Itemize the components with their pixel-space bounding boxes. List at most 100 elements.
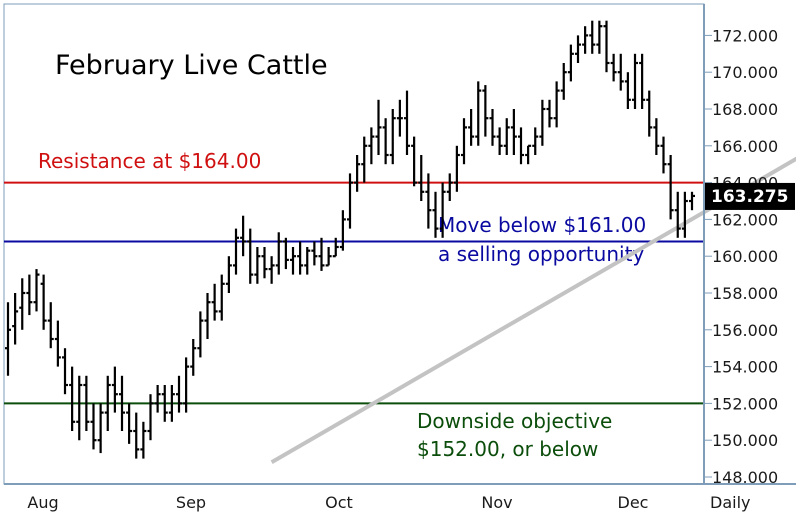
ohlc-bar — [660, 136, 667, 174]
ohlc-bar — [539, 99, 546, 146]
ohlc-bar — [489, 109, 496, 146]
ohlc-bar — [211, 283, 218, 321]
ohlc-bar — [639, 53, 646, 109]
y-tick-label: 168.000 — [712, 100, 778, 119]
ohlc-bar — [33, 269, 40, 312]
ohlc-bar — [553, 81, 560, 128]
last-price-badge-bg — [705, 182, 795, 210]
objective-label-line2: $152.00, or below — [417, 437, 598, 461]
ohlc-bar — [5, 302, 11, 376]
ohlc-bar — [667, 155, 674, 220]
ohlc-bar — [560, 63, 567, 100]
ohlc-bar — [681, 191, 688, 238]
ohlc-bar — [624, 72, 631, 109]
y-tick-label: 156.000 — [712, 321, 778, 340]
ohlc-bar — [468, 109, 475, 146]
ohlc-bar — [111, 366, 118, 413]
x-tick-label: Sep — [176, 493, 206, 512]
ohlc-bar — [674, 191, 681, 238]
resistance-label: Resistance at $164.00 — [38, 149, 261, 173]
ohlc-bar — [97, 403, 104, 454]
y-tick-label: 162.000 — [712, 210, 778, 229]
ohlc-bar — [610, 53, 617, 82]
x-axis: Aug Sep Oct Nov Dec — [4, 483, 796, 512]
ohlc-bar — [290, 247, 296, 275]
ohlc-bar — [247, 228, 254, 284]
ohlc-bar — [404, 90, 410, 155]
ohlc-bar — [282, 237, 289, 270]
price-bars — [5, 20, 695, 459]
ohlc-bar — [19, 278, 26, 330]
ohlc-bar — [646, 90, 653, 137]
ohlc-bar — [425, 173, 432, 229]
ohlc-bar — [254, 247, 261, 284]
ohlc-bar — [154, 385, 161, 413]
ohlc-bar — [475, 81, 482, 146]
y-tick-label: 148.000 — [712, 468, 778, 487]
ohlc-bar — [12, 293, 19, 345]
last-price-label: 163.275 — [711, 187, 788, 207]
ohlc-bar — [382, 118, 389, 165]
ohlc-bar — [461, 118, 467, 165]
x-tick-label: Aug — [27, 493, 58, 512]
ohlc-bar — [325, 247, 332, 267]
uptrend-line — [270, 156, 796, 465]
ohlc-bar — [318, 237, 325, 271]
ohlc-bar — [311, 241, 318, 266]
ohlc-bar — [411, 136, 418, 187]
ohlc-bar — [69, 366, 76, 431]
ohlc-bar — [119, 375, 125, 431]
ohlc-bar — [375, 99, 382, 155]
ohlc-bar — [233, 228, 239, 275]
y-tick-label: 158.000 — [712, 284, 778, 303]
ohlc-bar — [26, 274, 33, 316]
ohlc-bar — [689, 191, 695, 211]
x-tick-label: Oct — [325, 493, 353, 512]
ohlc-bar — [496, 127, 503, 155]
ohlc-bar — [347, 173, 353, 229]
ohlc-bar — [389, 109, 396, 165]
ohlc-bar — [76, 375, 83, 441]
ohlc-bar — [62, 348, 68, 395]
ohlc-bar — [603, 20, 610, 73]
ohlc-bar — [446, 173, 453, 201]
ohlc-bar — [418, 155, 425, 201]
ohlc-bar — [225, 256, 232, 293]
ohlc-bar — [54, 320, 61, 367]
ohlc-bar — [617, 53, 624, 91]
ohlc-bar — [90, 403, 97, 450]
ohlc-bar — [368, 127, 375, 165]
support-label-line1: Move below $161.00 — [438, 213, 646, 237]
y-tick-label: 170.000 — [712, 63, 778, 82]
last-price-badge: 163.275 — [705, 182, 795, 210]
ohlc-bar — [596, 20, 603, 54]
ohlc-bar — [589, 20, 596, 54]
y-tick-label: 172.000 — [712, 26, 778, 45]
ohlc-bar — [575, 35, 581, 63]
ohlc-bar — [432, 191, 439, 238]
ohlc-bar — [104, 375, 111, 431]
ohlc-bar — [439, 182, 446, 238]
ohlc-bar — [532, 127, 539, 155]
ohlc-bar — [197, 311, 204, 358]
ohlc-bar — [582, 26, 589, 54]
support-label-line2: a selling opportunity — [438, 242, 644, 266]
y-tick-label: 152.000 — [712, 394, 778, 413]
ohlc-bar — [354, 155, 361, 192]
ohlc-bar — [261, 247, 268, 279]
ohlc-bar — [632, 53, 638, 109]
ohlc-bar — [126, 403, 133, 444]
y-tick-label: 150.000 — [712, 431, 778, 450]
trendline-group — [270, 156, 796, 465]
ohlc-bar — [47, 302, 54, 349]
ohlc-bar — [140, 421, 147, 459]
ohlc-bar — [204, 293, 211, 339]
y-tick-label: 160.000 — [712, 247, 778, 266]
ohlc-bar — [396, 99, 403, 137]
ohlc-bar — [161, 385, 168, 422]
ohlc-bar — [176, 375, 182, 413]
ohlc-bar — [518, 127, 524, 165]
ohlc-bar — [361, 136, 368, 183]
